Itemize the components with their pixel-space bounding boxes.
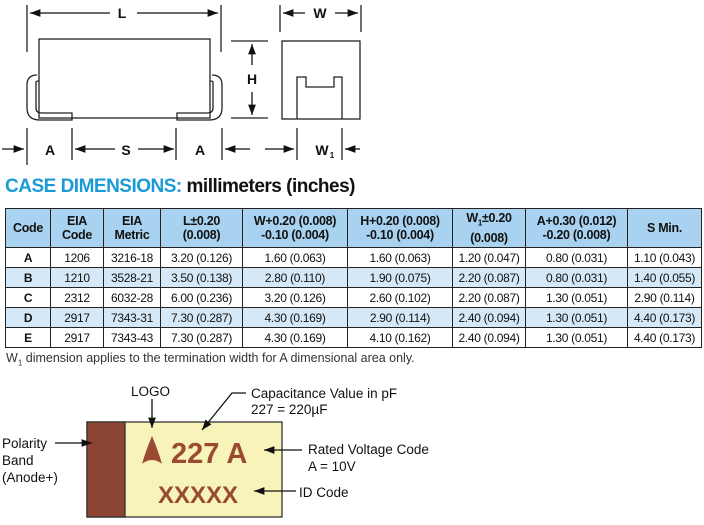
table-cell: 2.40 (0.094) (452, 327, 526, 348)
table-cell: 1.40 (0.055) (627, 267, 702, 288)
title-units: millimeters (inches) (181, 176, 356, 197)
id-marking: XXXXX (158, 482, 238, 509)
case-code-cell: C (5, 287, 51, 308)
case-code-cell: E (5, 327, 51, 348)
header-a: A+0.30 (0.012) -0.20 (0.008) (525, 208, 628, 248)
case-code-cell: B (5, 267, 51, 288)
table-cell: 2.80 (0.110) (242, 267, 348, 288)
polarity-label-2: Band (2, 453, 34, 468)
table-cell: 3.50 (0.138) (160, 267, 243, 288)
polarity-label-3: (Anode+) (2, 470, 58, 485)
voltage-example: A = 10V (308, 459, 356, 474)
section-title: CASE DIMENSIONS: millimeters (inches) (5, 176, 355, 198)
table-row: C 2312 6032-28 6.00 (0.236) 3.20 (0.126) 2.60… (5, 287, 702, 308)
table-cell: 2.40 (0.094) (452, 307, 526, 328)
table-cell: 4.40 (0.173) (627, 327, 702, 348)
table-cell: 1.10 (0.043) (627, 247, 702, 268)
header-l: L±0.20 (0.008) (160, 208, 243, 248)
case-code-cell: A (5, 247, 51, 268)
table-cell: 0.80 (0.031) (525, 247, 628, 268)
table-cell: 1210 (50, 267, 104, 288)
table-row: B 1210 3528-21 3.50 (0.138) 2.80 (0.110) 1.90… (5, 267, 702, 288)
table-cell: 0.80 (0.031) (525, 267, 628, 288)
header-w1: W1±0.20 (0.008) (452, 208, 526, 248)
table-cell: 2.90 (0.114) (627, 287, 702, 308)
capacitance-marking: 227 A (171, 438, 247, 470)
table-cell: 1206 (50, 247, 104, 268)
table-cell: 7343-31 (103, 307, 161, 328)
label-H: H (247, 71, 257, 87)
header-h: H+0.20 (0.008) -0.10 (0.004) (347, 208, 453, 248)
table-cell: 7.30 (0.287) (160, 327, 243, 348)
table-cell: 1.60 (0.063) (347, 247, 453, 268)
capacitance-label: Capacitance Value in pF (251, 386, 397, 401)
table-cell: 1.90 (0.075) (347, 267, 453, 288)
table-cell: 2.20 (0.087) (452, 287, 526, 308)
table-cell: 4.30 (0.169) (242, 327, 348, 348)
label-A-right: A (195, 142, 205, 158)
label-L: L (118, 5, 127, 21)
marking-diagram: 227 A XXXXX LOGO Capacitance Value in pF… (2, 384, 429, 518)
table-cell: 6.00 (0.236) (160, 287, 243, 308)
polarity-band (86, 421, 126, 518)
header-eia-code: EIA Code (50, 208, 104, 248)
table-cell: 1.60 (0.063) (242, 247, 348, 268)
logo-label: LOGO (131, 384, 170, 399)
voltage-label: Rated Voltage Code (308, 442, 429, 457)
table-cell: 4.40 (0.173) (627, 307, 702, 328)
table-cell: 2.60 (0.102) (347, 287, 453, 308)
case-dimensions-table: Code EIA Code EIA Metric L±0.20 (0.008) W+0… (5, 208, 702, 348)
header-s-min: S Min. (627, 208, 702, 248)
table-cell: 1.30 (0.051) (525, 287, 628, 308)
label-W1: W (315, 142, 329, 158)
header-w: W+0.20 (0.008) -0.10 (0.004) (242, 208, 348, 248)
table-cell: 6032-28 (103, 287, 161, 308)
table-cell: 4.30 (0.169) (242, 307, 348, 328)
case-code-cell: D (5, 307, 51, 328)
polarity-label-1: Polarity (2, 436, 47, 451)
title-highlight: CASE DIMENSIONS: (5, 176, 182, 197)
capacitance-example: 227 = 220µF (251, 402, 327, 417)
table-cell: 3.20 (0.126) (160, 247, 243, 268)
table-cell: 7.30 (0.287) (160, 307, 243, 328)
label-S: S (121, 142, 130, 158)
footnote: W1 dimension applies to the termination … (6, 351, 415, 368)
table-cell: 2.90 (0.114) (347, 307, 453, 328)
table-cell: 1.30 (0.051) (525, 307, 628, 328)
table-cell: 3528-21 (103, 267, 161, 288)
table-cell: 2312 (50, 287, 104, 308)
id-code-label: ID Code (299, 485, 349, 500)
table-cell: 3.20 (0.126) (242, 287, 348, 308)
label-W: W (313, 5, 327, 21)
table-cell: 1.30 (0.051) (525, 327, 628, 348)
header-eia-metric: EIA Metric (103, 208, 161, 248)
label-A-left: A (45, 142, 55, 158)
table-cell: 2.20 (0.087) (452, 267, 526, 288)
table-cell: 2917 (50, 307, 104, 328)
table-cell: 4.10 (0.162) (347, 327, 453, 348)
table-cell: 3216-18 (103, 247, 161, 268)
table-row: E 2917 7343-43 7.30 (0.287) 4.30 (0.169) 4.10… (5, 327, 702, 348)
header-code: Code (5, 208, 51, 248)
table-cell: 1.20 (0.047) (452, 247, 526, 268)
table-row: A 1206 3216-18 3.20 (0.126) 1.60 (0.063) 1.60… (5, 247, 702, 268)
table-cell: 2917 (50, 327, 104, 348)
table-cell: 7343-43 (103, 327, 161, 348)
label-W1-subscript: 1 (330, 151, 335, 160)
table-header-row: Code EIA Code EIA Metric L±0.20 (0.008) W+0… (5, 208, 702, 248)
case-dimension-drawing: L W H A S A W 1 (2, 5, 362, 165)
table-row: D 2917 7343-31 7.30 (0.287) 4.30 (0.169) 2.90… (5, 307, 702, 328)
logo-icon (142, 436, 162, 464)
